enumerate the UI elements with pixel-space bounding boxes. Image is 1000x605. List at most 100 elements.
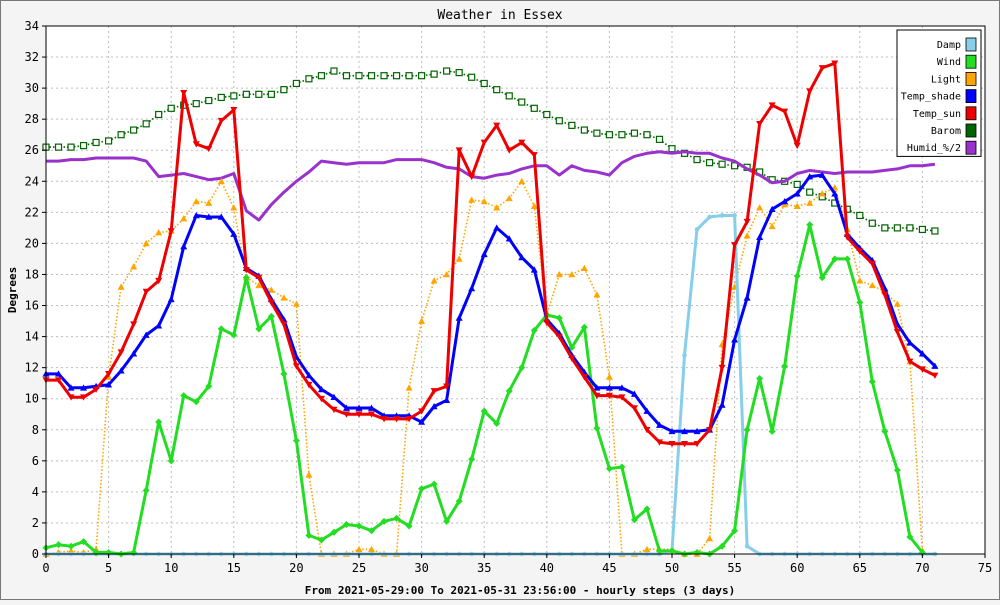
data-point-barom — [155, 110, 163, 119]
x-tick-label: 5 — [105, 561, 112, 575]
data-point-light — [117, 283, 125, 290]
data-point-wind — [555, 314, 563, 322]
data-point-temp-shade — [768, 205, 776, 213]
data-point-temp-sun — [505, 147, 513, 154]
data-point-temp-shade — [518, 253, 526, 261]
data-point-barom — [693, 155, 701, 164]
data-point-barom — [605, 131, 614, 139]
data-point-temp-sun — [580, 374, 588, 381]
data-point-barom — [167, 104, 175, 112]
data-point-barom — [305, 75, 313, 83]
data-point-temp-sun — [743, 218, 751, 226]
data-point-barom — [79, 141, 88, 150]
data-point-light — [743, 232, 751, 239]
x-tick-label: 55 — [727, 561, 741, 575]
series-layer — [42, 60, 939, 558]
data-point-light — [67, 547, 75, 554]
data-point-temp-shade — [605, 384, 613, 391]
y-tick-label: 30 — [25, 81, 39, 95]
data-point-damp — [694, 227, 700, 232]
legend-label-humid-2: Humid_%/2 — [907, 143, 961, 154]
data-point-temp-shade — [455, 314, 463, 321]
plot-border — [45, 25, 986, 555]
data-point-temp-shade — [430, 402, 438, 410]
data-point-temp-sun — [643, 426, 651, 434]
data-point-temp-sun — [918, 366, 926, 373]
data-point-light — [368, 545, 376, 553]
data-point-light — [756, 204, 764, 211]
data-point-light — [568, 270, 576, 278]
x-tick-label: 75 — [978, 561, 992, 575]
data-point-wind — [493, 420, 501, 428]
data-point-temp-shade — [355, 404, 363, 411]
data-point-temp-sun — [317, 395, 325, 403]
y-tick-label: 16 — [25, 299, 39, 313]
data-point-barom — [530, 104, 538, 112]
x-tick-label: 60 — [790, 561, 804, 575]
grid-lines — [46, 26, 985, 554]
data-point-temp-sun — [831, 60, 839, 67]
data-point-barom — [931, 227, 939, 235]
data-point-temp-shade — [718, 401, 726, 408]
data-point-temp-sun — [430, 388, 438, 395]
data-point-barom — [392, 72, 401, 80]
data-point-barom — [555, 117, 563, 125]
data-point-barom — [255, 90, 263, 98]
data-point-wind — [155, 418, 163, 426]
data-point-temp-shade — [668, 427, 676, 435]
data-point-barom — [443, 67, 451, 75]
data-point-temp-sun — [405, 416, 413, 423]
data-point-temp-shade — [205, 213, 213, 220]
data-point-wind — [593, 424, 601, 432]
data-point-barom — [505, 92, 513, 100]
data-point-wind — [142, 486, 150, 494]
data-point-temp-sun — [781, 108, 789, 115]
data-point-temp-sun — [418, 408, 426, 415]
data-point-wind — [668, 547, 676, 555]
data-point-temp-sun — [543, 319, 551, 327]
data-point-temp-shade — [655, 421, 663, 428]
legend-label-temp-sun: Temp_sun — [913, 109, 961, 120]
data-point-barom — [718, 160, 726, 168]
data-point-temp-sun — [868, 260, 876, 268]
data-point-temp-shade — [192, 211, 200, 219]
data-point-temp-shade — [468, 284, 476, 292]
data-point-light — [180, 215, 188, 222]
data-point-barom — [292, 79, 300, 88]
data-point-barom — [480, 79, 488, 88]
data-point-temp-sun — [693, 440, 701, 448]
data-point-temp-sun — [330, 406, 338, 414]
data-point-barom — [793, 180, 801, 188]
data-point-barom — [130, 126, 138, 134]
series-line-temp-sun — [46, 61, 936, 446]
data-point-wind — [505, 387, 513, 395]
data-point-barom — [568, 121, 576, 129]
data-point-light — [292, 300, 300, 307]
data-point-light — [142, 239, 150, 247]
data-point-damp — [682, 352, 687, 358]
data-point-wind — [368, 527, 376, 535]
data-point-temp-sun — [605, 392, 613, 400]
data-point-light — [480, 197, 488, 205]
data-point-temp-sun — [881, 291, 889, 299]
data-point-barom — [918, 225, 927, 234]
legend-swatch-damp — [965, 37, 977, 52]
x-tick-label: 20 — [289, 561, 303, 575]
data-point-wind — [906, 533, 914, 541]
data-point-wind — [418, 485, 426, 493]
data-point-temp-shade — [55, 370, 63, 377]
data-point-temp-shade — [505, 235, 513, 242]
data-point-temp-sun — [192, 141, 200, 148]
data-point-temp-sun — [518, 139, 526, 146]
data-point-temp-shade — [117, 367, 125, 374]
data-point-temp-sun — [893, 329, 901, 336]
x-tick-label: 25 — [352, 561, 366, 575]
data-point-temp-sun — [242, 267, 250, 274]
data-point-wind — [380, 517, 388, 525]
data-point-barom — [330, 67, 338, 75]
series-wind — [42, 221, 926, 558]
data-point-temp-shade — [906, 339, 914, 346]
y-axis-label: Degrees — [6, 267, 19, 313]
